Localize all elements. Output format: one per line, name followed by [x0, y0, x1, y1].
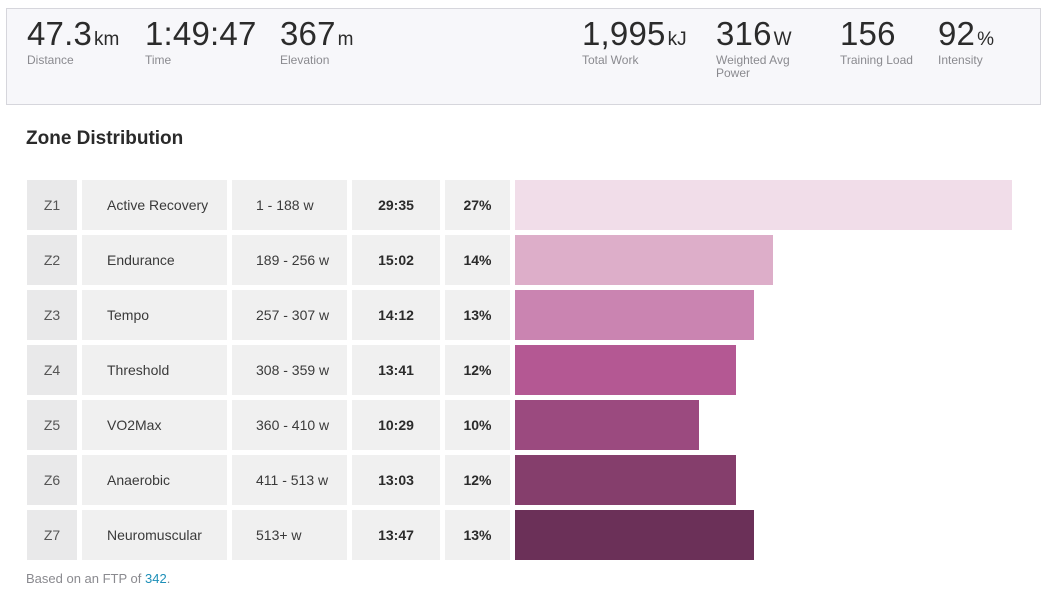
zone-row: Z1 Active Recovery 1 - 188 w 29:35 27% [27, 180, 1012, 230]
zone-time: 10:29 [352, 400, 440, 450]
stat-value: 367 [280, 15, 336, 52]
zone-percent: 12% [445, 345, 510, 395]
stat: 1,995 kJ Total Work [582, 17, 687, 67]
zone-distribution-title: Zone Distribution [26, 128, 184, 149]
ftp-note: Based on an FTP of 342. [26, 571, 170, 586]
stat-label: Intensity [938, 53, 983, 67]
stat-label: Elevation [280, 53, 330, 67]
zone-percent: 10% [445, 400, 510, 450]
zone-bar-track [515, 510, 1012, 560]
stat-value-line: 1:49:47 [145, 17, 259, 50]
stat: 47.3 km Distance [27, 17, 119, 67]
zone-bar-z5 [515, 400, 699, 450]
zone-code: Z1 [27, 180, 77, 230]
stat-unit: m [337, 29, 354, 50]
zone-percent: 13% [445, 510, 510, 560]
stat-value-line: 316 W [716, 17, 792, 50]
stat-label: Time [145, 53, 172, 67]
ftp-value-link[interactable]: 342 [145, 571, 167, 586]
zone-bar-z1 [515, 180, 1012, 230]
zone-bar-z6 [515, 455, 736, 505]
zone-bar-track [515, 235, 1012, 285]
zone-code: Z7 [27, 510, 77, 560]
ftp-note-suffix: . [166, 571, 171, 586]
zone-bar-track [515, 455, 1012, 505]
zone-code: Z6 [27, 455, 77, 505]
zone-row: Z2 Endurance 189 - 256 w 15:02 14% [27, 235, 1012, 285]
stat-value-line: 156 [840, 17, 913, 50]
stat-unit: W [773, 29, 792, 50]
zone-percent: 13% [445, 290, 510, 340]
stat-value-line: 92% [938, 17, 994, 50]
zone-row: Z6 Anaerobic 411 - 513 w 13:03 12% [27, 455, 1012, 505]
stat-value: 156 [840, 15, 896, 52]
stat: 156 Training Load [840, 17, 913, 67]
stat-value: 47.3 [27, 15, 93, 52]
zone-time: 15:02 [352, 235, 440, 285]
stat-label: Training Load [840, 53, 913, 67]
zone-bar-z3 [515, 290, 754, 340]
zone-power-range: 189 - 256 w [232, 235, 347, 285]
zone-power-range: 257 - 307 w [232, 290, 347, 340]
stat: 316 W Weighted Avg Power [716, 17, 792, 80]
zone-name: Threshold [82, 345, 227, 395]
zone-time: 13:47 [352, 510, 440, 560]
zone-power-range: 513+ w [232, 510, 347, 560]
zone-bar-track [515, 290, 1012, 340]
zone-code: Z3 [27, 290, 77, 340]
zone-bar-track [515, 180, 1012, 230]
zone-code: Z4 [27, 345, 77, 395]
zone-name: Endurance [82, 235, 227, 285]
ftp-note-prefix: Based on an FTP of [26, 571, 145, 586]
zone-percent: 14% [445, 235, 510, 285]
zone-name: Tempo [82, 290, 227, 340]
zone-power-range: 360 - 410 w [232, 400, 347, 450]
stat: 92% Intensity [938, 17, 994, 67]
zone-row: Z7 Neuromuscular 513+ w 13:47 13% [27, 510, 1012, 560]
stat-label: Distance [27, 53, 74, 67]
zone-time: 29:35 [352, 180, 440, 230]
zone-bar-z2 [515, 235, 773, 285]
zone-code: Z5 [27, 400, 77, 450]
stat-value-line: 47.3 km [27, 17, 119, 50]
zone-percent: 27% [445, 180, 510, 230]
zone-row: Z5 VO2Max 360 - 410 w 10:29 10% [27, 400, 1012, 450]
zone-name: Anaerobic [82, 455, 227, 505]
stat-label: Total Work [582, 53, 639, 67]
stat-value: 92 [938, 15, 976, 52]
activity-stats-bar: 47.3 km Distance 1:49:47 Time 367 m Elevation 1,… [6, 8, 1041, 105]
stat: 367 m Elevation [280, 17, 354, 67]
stat-value: 1:49:47 [145, 15, 257, 52]
stat-label: Weighted Avg Power [716, 53, 790, 80]
zone-power-range: 1 - 188 w [232, 180, 347, 230]
stat: 1:49:47 Time [145, 17, 259, 67]
zone-time: 14:12 [352, 290, 440, 340]
zone-power-range: 411 - 513 w [232, 455, 347, 505]
zone-bar-z7 [515, 510, 754, 560]
zone-bar-track [515, 400, 1012, 450]
zone-power-range: 308 - 359 w [232, 345, 347, 395]
stat-value-line: 367 m [280, 17, 354, 50]
zone-name: Neuromuscular [82, 510, 227, 560]
zone-row: Z3 Tempo 257 - 307 w 14:12 13% [27, 290, 1012, 340]
stat-unit: kJ [667, 29, 687, 50]
stat-value: 1,995 [582, 15, 666, 52]
zone-name: Active Recovery [82, 180, 227, 230]
zone-bar-z4 [515, 345, 736, 395]
zone-name: VO2Max [82, 400, 227, 450]
zone-percent: 12% [445, 455, 510, 505]
zone-time: 13:03 [352, 455, 440, 505]
zone-code: Z2 [27, 235, 77, 285]
stat-unit: % [977, 29, 995, 50]
stat-value: 316 [716, 15, 772, 52]
zone-distribution-card: Zone Distribution Z1 Active Recovery 1 - 1… [6, 106, 1041, 596]
zone-row: Z4 Threshold 308 - 359 w 13:41 12% [27, 345, 1012, 395]
stat-unit: km [94, 29, 120, 50]
stat-value-line: 1,995 kJ [582, 17, 687, 50]
zone-time: 13:41 [352, 345, 440, 395]
zone-bar-track [515, 345, 1012, 395]
